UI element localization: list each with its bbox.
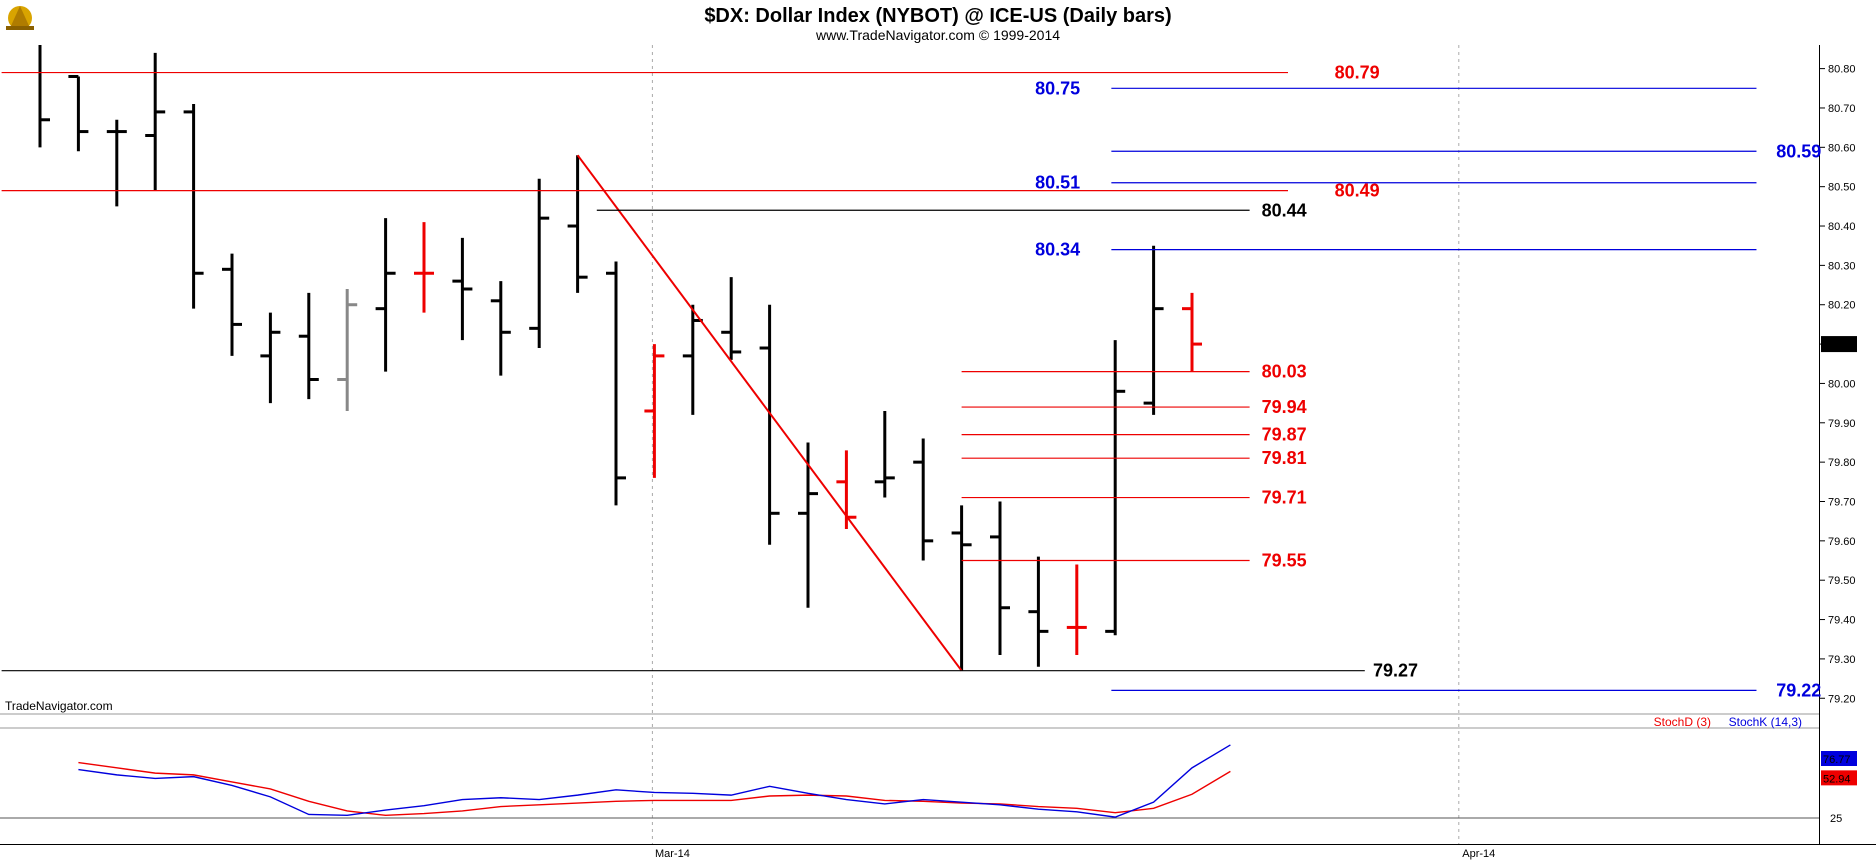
- y-tick-label: 80.30: [1828, 260, 1856, 272]
- level-label: 79.94: [1262, 397, 1307, 417]
- level-label: 79.71: [1262, 488, 1307, 508]
- ohlc-bar: [298, 292, 319, 400]
- ohlc-bar: [68, 74, 89, 152]
- y-tick-label: 79.90: [1828, 418, 1856, 430]
- ohlc-bar: [1028, 556, 1049, 667]
- y-tick-label: 80.40: [1828, 221, 1856, 233]
- ohlc-bar: [1066, 564, 1087, 655]
- ohlc-bar: [951, 505, 972, 671]
- ohlc-bar: [798, 442, 818, 608]
- y-tick-label: 80.60: [1828, 142, 1856, 154]
- y-tick-label: 79.40: [1828, 615, 1856, 627]
- legend-stoch-k: StochK (14,3): [1729, 715, 1802, 729]
- ohlc-bar: [529, 178, 550, 349]
- ohlc-bar: [759, 304, 780, 545]
- price-panel: [0, 45, 1820, 715]
- ohlc-bar: [183, 104, 204, 309]
- stoch-last-label: 76.77: [1823, 754, 1851, 766]
- ohlc-bar: [375, 218, 396, 372]
- ohlc-bar: [913, 438, 934, 561]
- ohlc-bar: [721, 277, 742, 360]
- ohlc-bar: [106, 119, 127, 207]
- level-label: 79.55: [1262, 551, 1307, 571]
- y-tick-label: 79.50: [1828, 575, 1856, 587]
- ohlc-bar: [38, 45, 50, 148]
- ohlc-bar: [990, 501, 1010, 655]
- stoch-last-box: [1821, 751, 1857, 766]
- stoch-series-line: [78, 744, 1231, 818]
- ohlc-bar: [1105, 340, 1126, 636]
- ohlc-bar: [1182, 292, 1202, 372]
- watermark-text: TradeNavigator.com: [5, 699, 113, 713]
- level-label: 79.27: [1373, 661, 1418, 681]
- stoch-last-label: 52.94: [1823, 773, 1851, 785]
- level-label: 80.59: [1776, 141, 1821, 161]
- stoch-last-box: [1821, 770, 1857, 786]
- legend-stoch-d: StochD (3): [1654, 715, 1711, 729]
- level-label: 80.34: [1035, 240, 1080, 260]
- level-label: 79.22: [1776, 680, 1821, 700]
- y-tick-label: 80.50: [1828, 182, 1856, 194]
- ohlc-bar: [567, 155, 588, 293]
- chart-subtitle: www.TradeNavigator.com © 1999-2014: [815, 27, 1060, 43]
- ohlc-bar: [606, 261, 626, 506]
- y-tick-label: 80.80: [1828, 64, 1856, 76]
- level-label: 80.44: [1262, 200, 1307, 220]
- ohlc-bar: [414, 222, 434, 313]
- y-tick-label: 79.70: [1828, 496, 1856, 508]
- ohlc-bar: [874, 410, 895, 498]
- chart-title: $DX: Dollar Index (NYBOT) @ ICE-US (Dail…: [704, 5, 1171, 27]
- level-label: 80.75: [1035, 78, 1080, 98]
- ohlc-bar: [222, 253, 242, 356]
- y-tick-label: 80.00: [1828, 378, 1856, 390]
- y-tick-label: 79.20: [1828, 693, 1856, 705]
- x-tick-label: Apr-14: [1462, 848, 1495, 860]
- level-label: 80.79: [1335, 63, 1380, 83]
- y-tick-label: 80.70: [1828, 103, 1856, 115]
- stoch-series-line: [78, 761, 1231, 817]
- logo-icon: [6, 6, 34, 30]
- y-tick-label: 80.20: [1828, 300, 1856, 312]
- level-label: 79.87: [1262, 425, 1307, 445]
- ohlc-bar: [1143, 245, 1164, 415]
- last-price-box: [1821, 336, 1857, 353]
- ohlc-bar: [490, 281, 511, 376]
- last-price-label: 80.10: [1824, 339, 1852, 351]
- ohlc-bar: [452, 237, 473, 341]
- ohlc-bar: [145, 52, 166, 191]
- ohlc-bar: [644, 344, 665, 478]
- ohlc-bar: [260, 312, 281, 404]
- level-label: 80.03: [1262, 362, 1307, 382]
- stoch-tick-label: 25: [1830, 813, 1842, 825]
- y-tick-label: 79.80: [1828, 457, 1856, 469]
- level-label: 79.81: [1262, 448, 1307, 468]
- x-tick-label: Mar-14: [655, 848, 690, 860]
- level-label: 80.49: [1335, 181, 1380, 201]
- ohlc-bar: [337, 288, 358, 411]
- level-label: 80.51: [1035, 173, 1080, 193]
- trend-line: [576, 154, 963, 672]
- y-tick-label: 79.60: [1828, 536, 1856, 548]
- y-tick-label: 79.30: [1828, 654, 1856, 666]
